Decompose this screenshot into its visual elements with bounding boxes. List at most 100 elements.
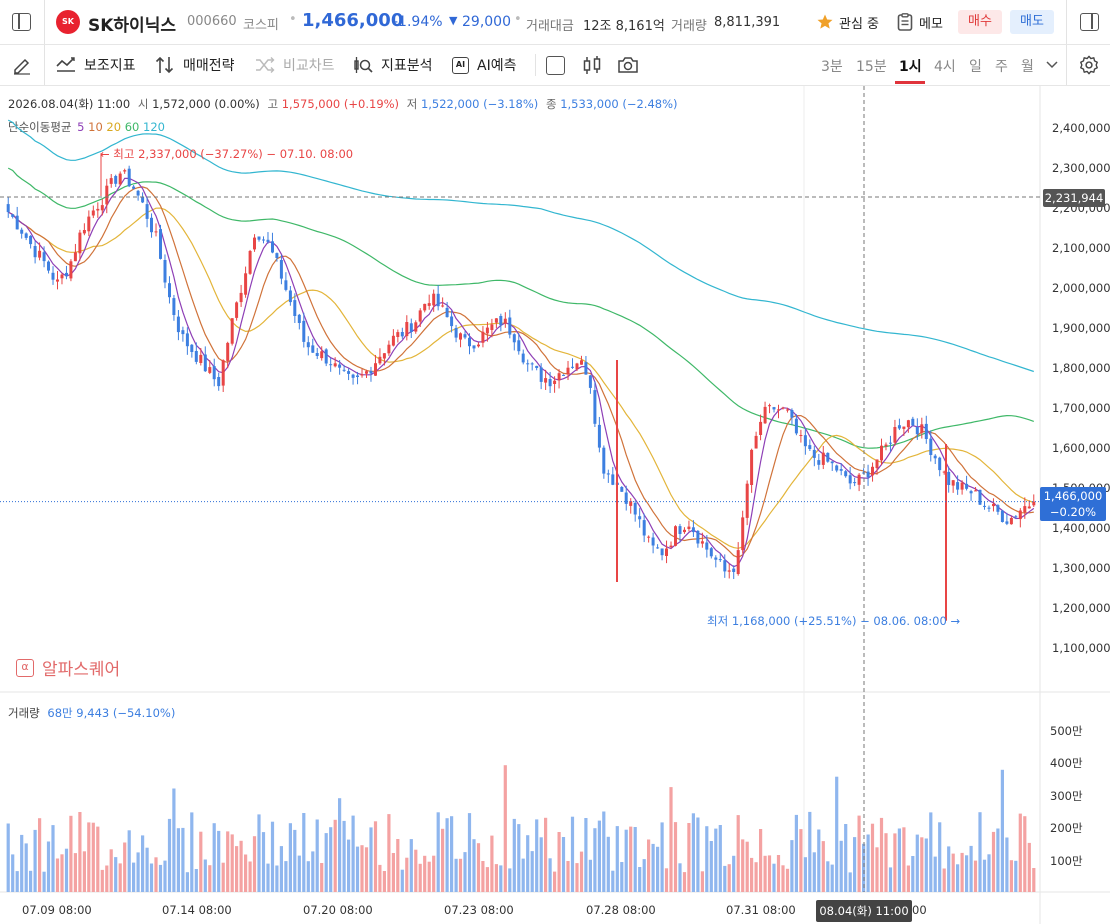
- candle-body: [441, 305, 445, 307]
- candle-body: [929, 438, 933, 455]
- candle-body: [571, 366, 574, 368]
- volume-bar: [396, 839, 400, 892]
- memo-button[interactable]: 메모: [897, 11, 943, 33]
- volume-bar: [991, 831, 996, 892]
- volume-bar: [965, 855, 969, 892]
- sidebar-toggle-icon[interactable]: [12, 13, 31, 31]
- ai-predict-button[interactable]: AI AI예측: [452, 54, 516, 76]
- tf-4hour[interactable]: 4시: [934, 59, 956, 75]
- candle-body: [463, 334, 467, 338]
- volume-bar: [320, 863, 324, 892]
- volume-bar: [275, 865, 279, 892]
- strategy-button[interactable]: 매매전략: [155, 54, 235, 76]
- volume-bar: [248, 861, 252, 892]
- candle-body: [535, 365, 539, 368]
- sell-button[interactable]: 매도: [1010, 10, 1054, 34]
- chevron-down-icon[interactable]: [1046, 61, 1058, 69]
- volume-bar: [557, 832, 561, 892]
- volume-bar: [973, 860, 978, 892]
- candle-body: [311, 345, 315, 353]
- ma120-label: 120: [143, 120, 165, 134]
- info-open: 1,572,000 (0.00%): [152, 97, 260, 111]
- tf-month[interactable]: 월: [1021, 59, 1034, 75]
- candle-body: [96, 208, 100, 211]
- left-arrow-icon: ←: [100, 147, 110, 161]
- volume-bar: [208, 865, 212, 892]
- volume-bar: [360, 845, 364, 892]
- volume-bar: [673, 822, 678, 892]
- candle-body: [163, 260, 167, 283]
- candle-body: [33, 246, 37, 258]
- candle-body: [602, 447, 606, 474]
- price-tick-label: 1,300,000: [1052, 561, 1110, 575]
- price-chart[interactable]: [0, 86, 1110, 924]
- ma-legend[interactable]: 단순이동평균 5 10 20 60 120: [8, 119, 165, 135]
- volume-bar: [593, 828, 597, 892]
- buy-button[interactable]: 매수: [958, 10, 1002, 34]
- time-tick-label: 07.23 08:00: [444, 903, 514, 917]
- chart-area[interactable]: 2026.08.04(화) 11:00 시 1,572,000 (0.00%) …: [0, 86, 1110, 924]
- volume-bar: [226, 831, 230, 892]
- volume-bar: [629, 826, 633, 892]
- candle-body: [78, 232, 82, 254]
- volume-bar: [902, 827, 906, 892]
- volume-bar: [100, 869, 104, 892]
- volume-bar: [490, 835, 494, 892]
- candle-body: [647, 536, 651, 538]
- candle-body: [674, 526, 677, 546]
- candle-body: [580, 360, 583, 365]
- candle-body: [127, 168, 131, 187]
- tf-day[interactable]: 일: [969, 59, 982, 75]
- volume-bar: [584, 818, 588, 892]
- candle-body: [526, 363, 530, 365]
- volume-bar: [432, 855, 436, 892]
- volume-bar: [548, 858, 552, 892]
- candle-body: [521, 353, 525, 363]
- volume-bar: [897, 828, 901, 892]
- volume-bar: [324, 833, 328, 892]
- settings-gear-icon[interactable]: [1078, 54, 1100, 76]
- ai-predict-label: AI예측: [477, 58, 517, 74]
- volume-bar: [127, 830, 131, 892]
- volume-bar: [512, 818, 516, 892]
- memo-icon: [897, 13, 913, 31]
- candle-body: [199, 354, 203, 363]
- candle-body: [817, 460, 821, 465]
- candle-body: [436, 293, 440, 307]
- candle-body: [1023, 506, 1027, 513]
- alpha-logo-icon: α: [16, 658, 34, 677]
- price-tick-label: 1,100,000: [1052, 641, 1110, 655]
- turnover-label: 거래대금: [526, 19, 574, 34]
- volume-bar: [951, 853, 955, 892]
- candle-body: [374, 363, 377, 376]
- volume-bar: [194, 869, 198, 892]
- volume-bar: [839, 840, 843, 892]
- volume-bar: [217, 830, 221, 892]
- volume-bar: [266, 863, 270, 892]
- volume-bar: [347, 839, 351, 892]
- candle-style-icon[interactable]: [582, 55, 602, 75]
- volume-bar: [167, 818, 172, 892]
- chart-square-icon[interactable]: [546, 56, 565, 75]
- volume-bar: [978, 812, 982, 892]
- candle-body: [902, 426, 906, 429]
- volume-bar: [141, 835, 145, 892]
- tf-week[interactable]: 주: [995, 59, 1008, 75]
- tf-1hour[interactable]: 1시: [899, 59, 922, 75]
- watch-button[interactable]: 관심 중: [816, 11, 879, 33]
- candle-body: [266, 239, 270, 242]
- compare-button[interactable]: 비교차트: [255, 54, 335, 76]
- watermark: α 알파스퀘어: [16, 655, 120, 680]
- ma5-label: 5: [77, 120, 85, 134]
- pencil-icon[interactable]: [12, 55, 32, 75]
- candle-body: [485, 327, 489, 334]
- tf-3min[interactable]: 3분: [821, 59, 843, 75]
- panel-toggle-icon[interactable]: [1080, 13, 1099, 31]
- tf-15min[interactable]: 15분: [856, 59, 887, 75]
- candle-body: [530, 363, 534, 365]
- analysis-button[interactable]: 지표분석: [353, 54, 433, 76]
- candle-body: [454, 328, 458, 338]
- camera-icon[interactable]: [617, 55, 639, 75]
- indicators-button[interactable]: 보조지표: [56, 54, 136, 76]
- volume-bar: [956, 864, 960, 892]
